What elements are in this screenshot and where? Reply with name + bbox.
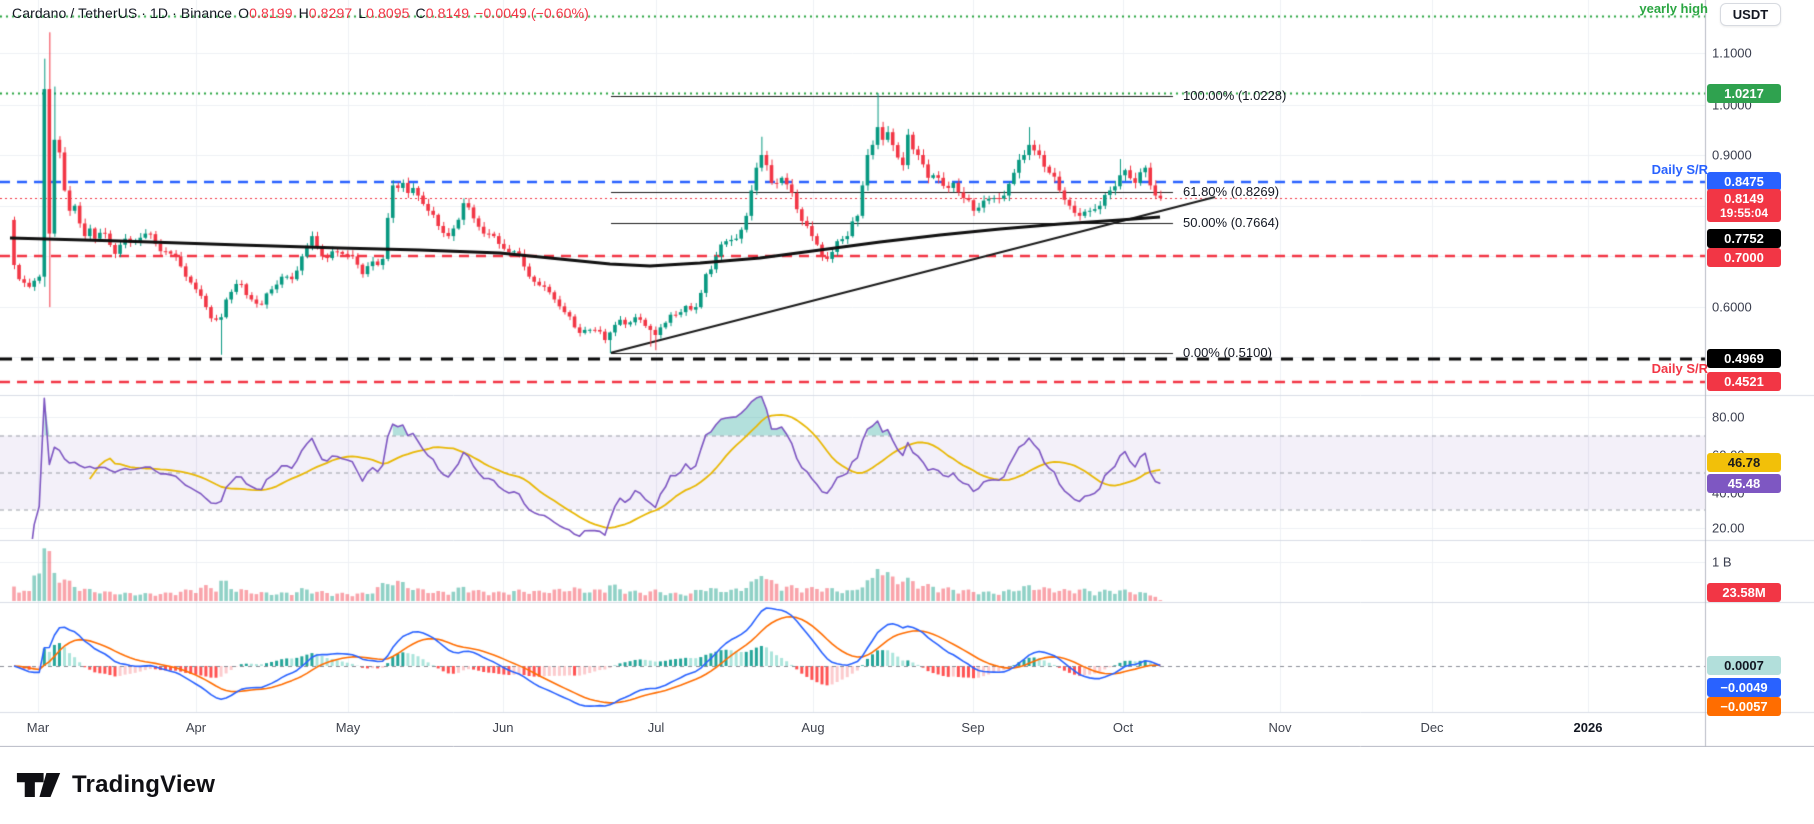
daily-sr-upper-label: Daily S/R [1651,162,1708,177]
symbol-title-row[interactable]: Cardano / TetherUS · 1D · Binance O0.8199… [12,5,589,21]
ohlc-open-value: 0.8199 [249,5,293,21]
label-rsi-ma: 46.78 [1707,453,1781,472]
label-macd-line: −0.0049 [1707,678,1781,697]
fib-label-50: 50.00% (0.7664) [1183,215,1280,230]
month-label-apr: Apr [185,720,207,735]
label-ma: 0.7752 [1707,229,1781,248]
month-label-sep: Sep [961,720,985,735]
tradingview-logo[interactable]: TradingView [16,770,215,800]
ohlc-change: −0.0049 (−0.60%) [475,5,589,21]
brand-name: TradingView [72,771,216,798]
price-tick: 0.6000 [1712,299,1752,315]
tv-logo-icon [16,773,61,797]
label-macd-signal: −0.0057 [1707,697,1781,716]
month-label-jul: Jul [647,720,665,735]
label-sr-0700: 0.7000 [1707,248,1781,267]
fib-label-618: 61.80% (0.8269) [1183,184,1280,199]
month-label-oct: Oct [1112,720,1134,735]
month-label-nov: Nov [1268,720,1292,735]
label-volume: 23.58M [1707,583,1781,602]
month-label-dec: Dec [1420,720,1444,735]
price-tick: 80.00 [1712,409,1745,425]
label-daily-sr-lower: 0.4521 [1707,372,1781,391]
label-yearly-high-price: 1.0217 [1707,84,1781,103]
ohlc-low-value: 0.8095 [366,5,410,21]
label-last-price: 0.8149 19:55:04 [1707,189,1781,222]
label-macd-hist: 0.0007 [1707,656,1781,675]
price-tick: 1 B [1712,554,1732,570]
month-label-2026: 2026 [1573,720,1603,735]
fib-label-100: 100.00% (1.0228) [1183,88,1287,103]
ohlc-low-label: L [358,5,367,21]
fib-label-0: 0.00% (0.5100) [1183,345,1272,360]
ohlc-close-label: C [415,5,426,21]
month-label-mar: Mar [26,720,50,735]
month-label-may: May [335,720,361,735]
ohlc-open-label: O [238,5,250,21]
label-sr-04969: 0.4969 [1707,349,1781,368]
ohlc-high-label: H [298,5,309,21]
symbol-title: Cardano / TetherUS · 1D · Binance [12,5,233,21]
yearly-high-label: yearly high [1639,1,1708,16]
label-daily-sr-upper: 0.8475 [1707,172,1781,191]
daily-sr-lower-label: Daily S/R [1651,361,1708,376]
ohlc-high-value: 0.8297 [308,5,353,21]
ohlc-close-value: 0.8149 [425,5,470,21]
label-rsi: 45.48 [1707,474,1781,493]
chart-canvas[interactable] [0,0,1814,747]
month-label-jun: Jun [492,720,514,735]
currency-button[interactable]: USDT [1720,3,1781,26]
price-tick: 20.00 [1712,520,1745,536]
month-label-aug: Aug [801,720,825,735]
price-tick: 0.9000 [1712,147,1752,163]
price-tick: 1.1000 [1712,45,1752,61]
